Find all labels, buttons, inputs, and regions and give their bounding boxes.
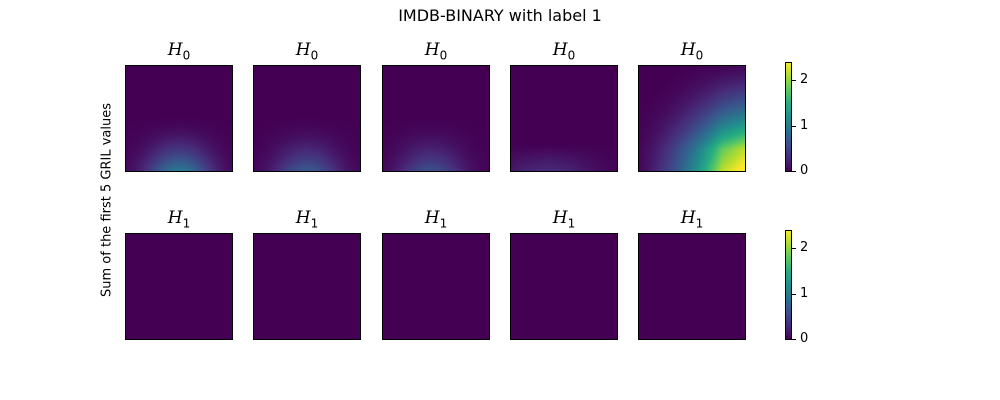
panel-frame (125, 233, 233, 340)
panel-title-h0: H0 (510, 40, 618, 62)
panel-title-subscript: 1 (567, 216, 576, 231)
panel-title-base: H (680, 208, 696, 228)
panel-title-base: H (167, 208, 183, 228)
heatmap-panel-h0-2 (253, 65, 361, 172)
colorbar-tick-label: 2 (800, 72, 809, 87)
panel-title-h1: H1 (253, 208, 361, 230)
panel-title-h1: H1 (638, 208, 746, 230)
heatmap-panel-h0-4 (510, 65, 618, 172)
colorbar-tick-label: 1 (800, 286, 809, 301)
heatmap-image (253, 65, 361, 172)
panel-title-base: H (295, 208, 311, 228)
colorbar-tick (792, 339, 796, 340)
heatmap-panel-h1-2 (253, 233, 361, 340)
y-axis-label: Sum of the first 5 GRIL values (99, 103, 115, 297)
panel-frame (253, 65, 361, 172)
panel-frame (382, 65, 490, 172)
panel-title-h1: H1 (510, 208, 618, 230)
heatmap-image (253, 233, 361, 340)
panel-title-subscript: 0 (182, 48, 191, 63)
heatmap-image (638, 65, 746, 172)
panel-title-h0: H0 (125, 40, 233, 62)
panel-title-base: H (680, 40, 696, 60)
panel-title-h0: H0 (382, 40, 490, 62)
heatmap-image (510, 233, 618, 340)
heatmap-panel-h1-3 (382, 233, 490, 340)
figure-title: IMDB-BINARY with label 1 (398, 6, 602, 25)
panel-frame (125, 65, 233, 172)
panel-frame (638, 233, 746, 340)
colorbar-frame (785, 62, 792, 172)
panel-title-base: H (424, 208, 440, 228)
colorbar-h1 (785, 230, 792, 340)
colorbar-tick (792, 294, 796, 295)
colorbar-gradient (785, 230, 792, 340)
panel-title-subscript: 1 (695, 216, 704, 231)
colorbar-tick (792, 171, 796, 172)
panel-title-subscript: 1 (310, 216, 319, 231)
panel-title-base: H (167, 40, 183, 60)
colorbar-tick (792, 248, 796, 249)
panel-title-h0: H0 (638, 40, 746, 62)
panel-title-base: H (552, 40, 568, 60)
panel-frame (382, 233, 490, 340)
panel-title-subscript: 0 (695, 48, 704, 63)
heatmap-panel-h0-5 (638, 65, 746, 172)
heatmap-image (510, 65, 618, 172)
panel-title-subscript: 0 (439, 48, 448, 63)
colorbar-frame (785, 230, 792, 340)
heatmap-image (382, 233, 490, 340)
panel-title-subscript: 1 (439, 216, 448, 231)
colorbar-tick (792, 80, 796, 81)
heatmap-panel-h0-1 (125, 65, 233, 172)
panel-title-base: H (295, 40, 311, 60)
colorbar-tick-label: 0 (800, 163, 809, 178)
colorbar-tick (792, 126, 796, 127)
panel-frame (253, 233, 361, 340)
heatmap-panel-h1-1 (125, 233, 233, 340)
panel-title-h1: H1 (125, 208, 233, 230)
heatmap-image (638, 233, 746, 340)
panel-title-subscript: 0 (310, 48, 319, 63)
heatmap-image (125, 233, 233, 340)
colorbar-gradient (785, 62, 792, 172)
heatmap-panel-h1-5 (638, 233, 746, 340)
panel-frame (638, 65, 746, 172)
panel-frame (510, 233, 618, 340)
heatmap-panel-h1-4 (510, 233, 618, 340)
panel-title-base: H (424, 40, 440, 60)
colorbar-tick-label: 1 (800, 118, 809, 133)
panel-title-base: H (552, 208, 568, 228)
heatmap-panel-h0-3 (382, 65, 490, 172)
panel-title-subscript: 0 (567, 48, 576, 63)
colorbar-tick-label: 2 (800, 240, 809, 255)
panel-title-subscript: 1 (182, 216, 191, 231)
panel-title-h0: H0 (253, 40, 361, 62)
panel-title-h1: H1 (382, 208, 490, 230)
heatmap-image (382, 65, 490, 172)
heatmap-image (125, 65, 233, 172)
panel-frame (510, 65, 618, 172)
colorbar-tick-label: 0 (800, 331, 809, 346)
colorbar-h0 (785, 62, 792, 172)
